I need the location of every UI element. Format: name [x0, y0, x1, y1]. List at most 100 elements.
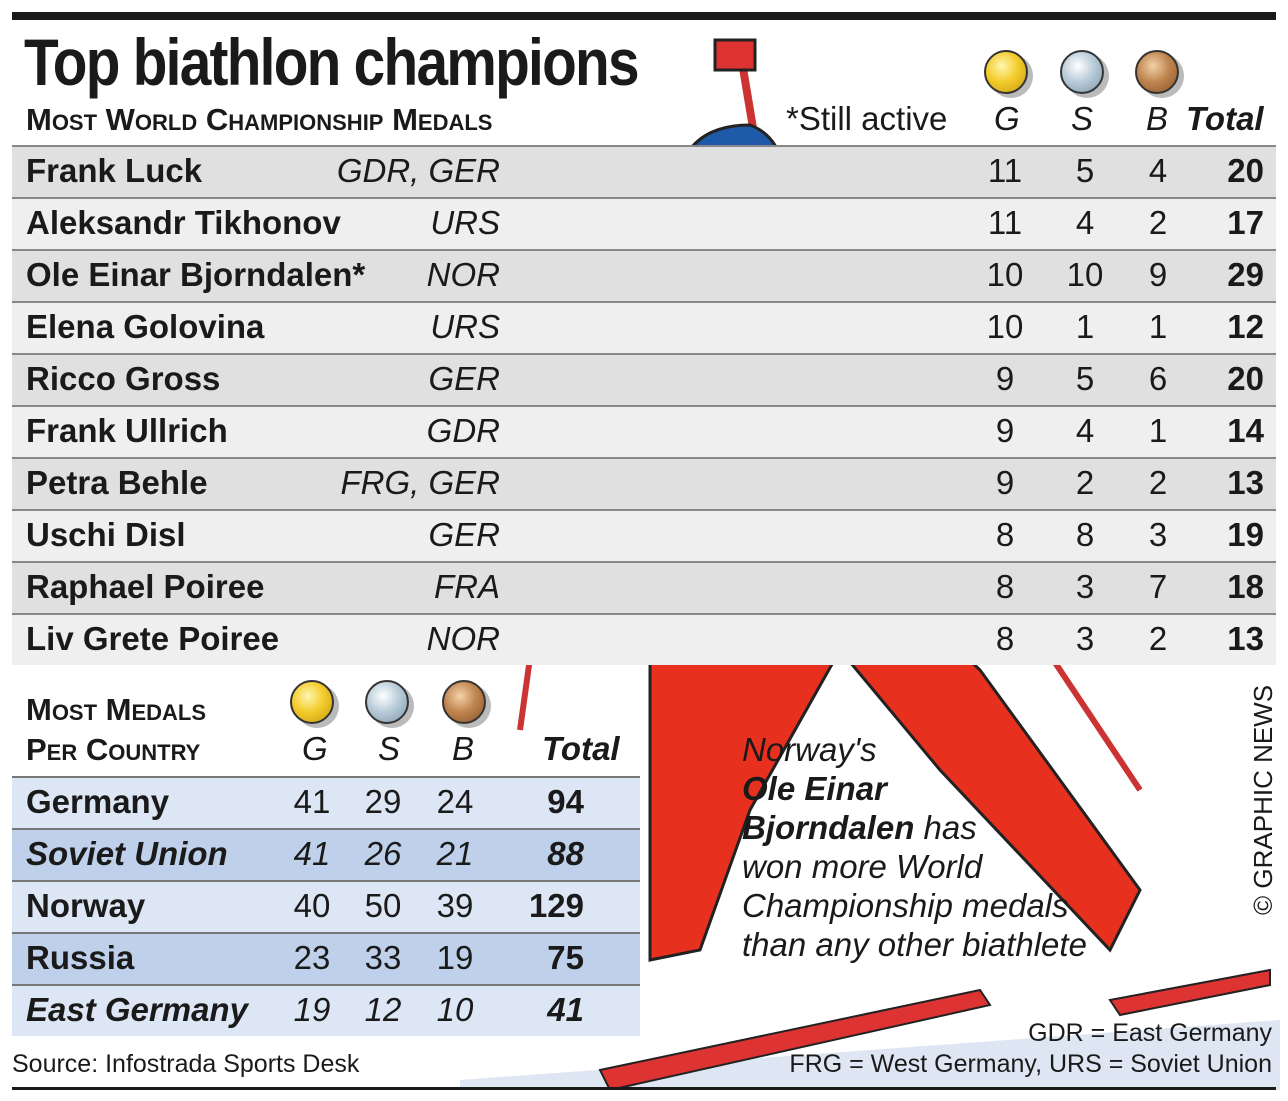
- bronze-count: 3: [1148, 516, 1168, 553]
- note-line: Norway's: [742, 731, 877, 768]
- country-row: East Germany 19 12 10 41: [12, 984, 640, 1036]
- total-count: 29: [1227, 256, 1264, 293]
- total-count: 41: [547, 991, 584, 1028]
- country-name: East Germany: [26, 991, 248, 1028]
- country-header-silver: S: [378, 730, 401, 767]
- country-row: Soviet Union 41 26 21 88: [12, 828, 640, 880]
- countries-heading-line2: Per Country: [26, 732, 201, 767]
- bronze-count: 2: [1148, 464, 1168, 501]
- country-row: Russia 23 33 19 75: [12, 932, 640, 984]
- gold-count: 19: [293, 991, 331, 1028]
- legend-gdr: GDR = East Germany: [1028, 1019, 1272, 1047]
- silver-count: 8: [1075, 516, 1095, 553]
- silver-count: 5: [1075, 360, 1095, 397]
- athlete-country: GER: [428, 360, 500, 397]
- note-line: Championship medals: [742, 887, 1069, 924]
- athlete-name: Liv Grete Poiree: [26, 620, 280, 657]
- athlete-country: GER: [428, 516, 500, 553]
- total-count: 129: [528, 887, 584, 924]
- silver-count: 10: [1066, 256, 1104, 293]
- gold-medal-icon: [984, 50, 1028, 94]
- silver-count: 2: [1075, 464, 1095, 501]
- total-count: 13: [1227, 620, 1264, 657]
- bronze-count: 10: [436, 991, 474, 1028]
- bronze-medal-icon: [442, 680, 486, 724]
- gold-count: 8: [995, 568, 1015, 605]
- gold-count: 23: [293, 939, 331, 976]
- bottom-rule: [12, 1087, 1276, 1090]
- athlete-name: Aleksandr Tikhonov: [26, 204, 341, 241]
- country-header-bronze: B: [452, 730, 475, 767]
- note-line: won more World: [742, 848, 983, 885]
- silver-count: 26: [364, 835, 402, 872]
- gold-count: 9: [995, 464, 1015, 501]
- bronze-count: 19: [436, 939, 474, 976]
- gold-count: 8: [995, 516, 1015, 553]
- total-count: 94: [547, 783, 584, 820]
- total-count: 18: [1227, 568, 1264, 605]
- silver-medal-icon: [365, 680, 409, 724]
- page-title: Top biathlon champions: [24, 25, 640, 99]
- header-total: Total: [1186, 100, 1264, 137]
- champion-row: Liv Grete Poiree NOR 8 3 2 13: [12, 613, 1276, 665]
- athlete-name: Elena Golovina: [26, 308, 265, 345]
- bronze-count: 2: [1148, 204, 1168, 241]
- bronze-count: 1: [1148, 412, 1168, 449]
- total-count: 20: [1227, 152, 1264, 189]
- champion-row: Frank Luck GDR, GER 11 5 4 20: [12, 145, 1276, 197]
- country-header-gold: G: [302, 730, 328, 767]
- bronze-count: 39: [436, 887, 474, 924]
- countries-heading-line1: Most Medals: [26, 692, 207, 727]
- champion-row: Aleksandr Tikhonov URS 11 4 2 17: [12, 197, 1276, 249]
- gold-count: 9: [995, 360, 1015, 397]
- athlete-name: Frank Luck: [26, 152, 203, 189]
- athlete-name: Frank Ullrich: [26, 412, 228, 449]
- athlete-country: GDR, GER: [336, 152, 500, 189]
- bronze-count: 9: [1148, 256, 1168, 293]
- header-silver: S: [1071, 100, 1094, 137]
- total-count: 17: [1227, 204, 1264, 241]
- note-name: Bjorndalen: [742, 809, 915, 846]
- country-name: Soviet Union: [26, 835, 228, 872]
- gold-count: 11: [987, 204, 1023, 241]
- champion-row: Ole Einar Bjorndalen* NOR 10 10 9 29: [12, 249, 1276, 301]
- athlete-name: Ole Einar Bjorndalen*: [26, 256, 366, 293]
- silver-count: 3: [1075, 620, 1095, 657]
- header-bronze: B: [1146, 100, 1169, 137]
- silver-count: 3: [1075, 568, 1095, 605]
- total-count: 14: [1227, 412, 1264, 449]
- champion-row: Elena Golovina URS 10 1 1 12: [12, 301, 1276, 353]
- athlete-name: Petra Behle: [26, 464, 208, 501]
- champion-row: Uschi Disl GER 8 8 3 19: [12, 509, 1276, 561]
- country-header-total: Total: [542, 730, 620, 767]
- silver-count: 12: [364, 991, 402, 1028]
- silver-count: 4: [1075, 204, 1095, 241]
- athlete-country: FRG, GER: [340, 464, 500, 501]
- source-note: Source: Infostrada Sports Desk: [12, 1050, 360, 1078]
- bronze-count: 2: [1148, 620, 1168, 657]
- silver-count: 33: [364, 939, 402, 976]
- athlete-country: NOR: [426, 256, 500, 293]
- total-count: 19: [1227, 516, 1264, 553]
- country-name: Germany: [26, 783, 170, 820]
- total-count: 88: [547, 835, 584, 872]
- silver-count: 50: [364, 887, 402, 924]
- top-rule: [12, 12, 1276, 20]
- gold-medal-icon: [290, 680, 334, 724]
- athlete-name: Uschi Disl: [26, 516, 186, 553]
- gold-count: 40: [293, 887, 331, 924]
- country-row: Germany 41 29 24 94: [12, 776, 640, 828]
- gold-count: 41: [293, 783, 331, 820]
- note-line: than any other biathlete: [742, 926, 1087, 963]
- bronze-medal-icon: [1135, 50, 1179, 94]
- country-row: Norway 40 50 39 129: [12, 880, 640, 932]
- still-active-note: *Still active: [786, 100, 948, 137]
- gold-count: 9: [995, 412, 1015, 449]
- total-count: 75: [547, 939, 584, 976]
- ski-right: [1108, 968, 1271, 1017]
- rifle-sight: [713, 38, 757, 72]
- athlete-country: URS: [430, 204, 500, 241]
- silver-count: 4: [1075, 412, 1095, 449]
- champion-row: Ricco Gross GER 9 5 6 20: [12, 353, 1276, 405]
